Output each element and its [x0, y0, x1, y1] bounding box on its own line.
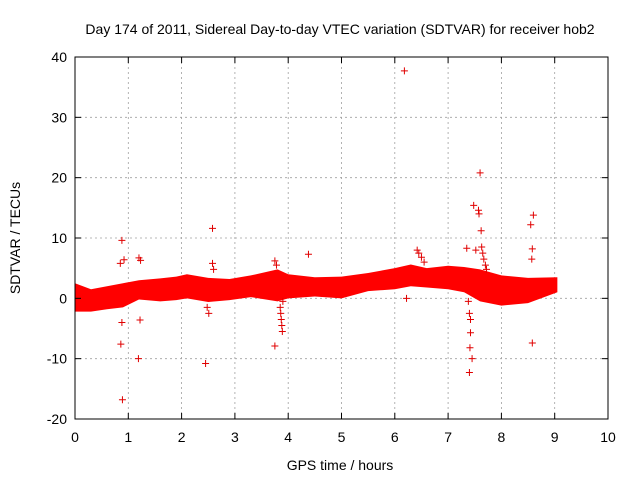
y-tick-label: -20 — [47, 411, 67, 427]
data-point — [116, 259, 124, 267]
data-point — [466, 315, 474, 323]
x-tick-labels: 0 1 2 3 4 5 6 7 8 9 10 — [71, 429, 616, 445]
data-point — [137, 256, 145, 264]
data-point — [482, 265, 490, 273]
data-point — [465, 369, 473, 377]
axis-ticks — [74, 56, 609, 420]
data-point — [210, 265, 218, 273]
data-point — [476, 169, 484, 177]
data-point — [278, 321, 286, 329]
sdtvar-dense-band — [75, 264, 558, 312]
x-tick-label: 4 — [284, 429, 292, 445]
x-tick-label: 8 — [498, 429, 506, 445]
x-tick-label: 9 — [551, 429, 559, 445]
data-point — [276, 303, 284, 311]
x-tick-label: 6 — [391, 429, 399, 445]
data-point — [463, 244, 471, 252]
data-point — [468, 355, 476, 363]
y-tick-label: 40 — [51, 49, 67, 65]
y-tick-label: 30 — [51, 109, 67, 125]
data-point — [277, 315, 285, 323]
data-points — [116, 67, 537, 404]
data-point — [472, 246, 480, 254]
data-point — [415, 249, 423, 257]
data-point — [413, 246, 421, 254]
data-point — [529, 211, 537, 219]
x-tick-label: 1 — [124, 429, 132, 445]
data-point — [479, 249, 487, 257]
x-tick-label: 5 — [338, 429, 346, 445]
data-point — [118, 396, 126, 404]
data-point — [304, 250, 312, 258]
data-point — [117, 340, 125, 348]
x-tick-label: 7 — [444, 429, 452, 445]
data-point — [464, 297, 472, 305]
y-tick-label: -10 — [47, 351, 67, 367]
data-point — [528, 245, 536, 253]
y-tick-label: 20 — [51, 170, 67, 186]
data-point — [527, 221, 535, 229]
data-point — [134, 355, 142, 363]
x-axis-label: GPS time / hours — [287, 457, 394, 473]
data-point — [277, 309, 285, 317]
data-point — [480, 255, 488, 263]
data-point — [420, 258, 428, 266]
y-axis-label: SDTVAR / TECUs — [7, 182, 23, 294]
y-tick-label: 0 — [59, 290, 67, 306]
data-point — [466, 344, 474, 352]
x-tick-label: 3 — [231, 429, 239, 445]
data-point — [475, 210, 483, 218]
data-point — [118, 236, 126, 244]
data-point — [481, 261, 489, 269]
x-tick-label: 0 — [71, 429, 79, 445]
data-point — [271, 342, 279, 350]
data-point — [209, 259, 217, 267]
data-point — [528, 255, 536, 263]
y-tick-label: 10 — [51, 230, 67, 246]
data-point — [271, 257, 279, 265]
data-point — [400, 67, 408, 75]
data-point — [202, 359, 210, 367]
data-point — [465, 309, 473, 317]
data-point — [272, 261, 280, 269]
x-tick-label: 10 — [600, 429, 616, 445]
chart-title: Day 174 of 2011, Sidereal Day-to-day VTE… — [85, 21, 594, 37]
data-point — [466, 329, 474, 337]
data-point — [120, 256, 128, 264]
y-tick-labels: -20 -10 0 10 20 30 40 — [47, 49, 67, 427]
data-point — [470, 201, 478, 209]
data-point — [136, 316, 144, 324]
x-tick-label: 2 — [178, 429, 186, 445]
data-point — [474, 206, 482, 214]
data-point — [417, 253, 425, 261]
data-point — [478, 243, 486, 251]
data-point — [118, 318, 126, 326]
data-point — [403, 294, 411, 302]
data-band — [75, 264, 558, 312]
grid — [75, 57, 608, 419]
data-point — [203, 303, 211, 311]
data-point — [278, 328, 286, 336]
data-point — [477, 227, 485, 235]
data-point — [209, 224, 217, 232]
data-point — [279, 297, 287, 305]
data-point — [205, 309, 213, 317]
data-point — [528, 339, 536, 347]
